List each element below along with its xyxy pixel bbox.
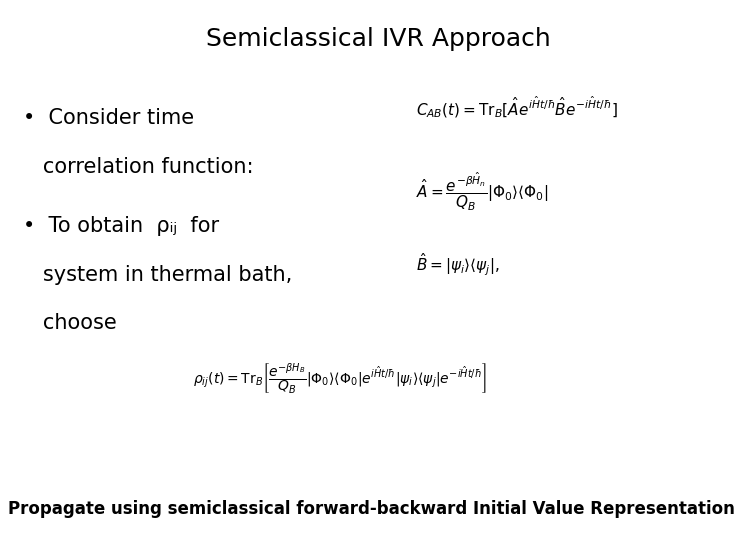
Text: $C_{AB}(t) = \mathrm{Tr}_B[\hat{A}e^{i\hat{H}t/\hbar}\hat{B}e^{-i\hat{H}t/\hbar}: $C_{AB}(t) = \mathrm{Tr}_B[\hat{A}e^{i\h… xyxy=(416,94,618,120)
Text: correlation function:: correlation function: xyxy=(23,157,253,177)
Text: $\hat{A} = \dfrac{e^{-\beta\hat{H}_n}}{Q_B}|\Phi_0\rangle\langle\Phi_0|$: $\hat{A} = \dfrac{e^{-\beta\hat{H}_n}}{Q… xyxy=(416,170,548,213)
Text: Semiclassical IVR Approach: Semiclassical IVR Approach xyxy=(206,27,550,51)
Text: $\rho_{ij}(t) = \mathrm{Tr}_B\left[\dfrac{e^{-\beta H_B}}{Q_B}|\Phi_0\rangle\lan: $\rho_{ij}(t) = \mathrm{Tr}_B\left[\dfra… xyxy=(194,362,487,396)
Text: Propagate using semiclassical forward-backward Initial Value Representation: Propagate using semiclassical forward-ba… xyxy=(8,501,734,518)
Text: choose: choose xyxy=(23,313,116,333)
Text: $\hat{B} = |\psi_i\rangle\langle\psi_j|,$: $\hat{B} = |\psi_i\rangle\langle\psi_j|,… xyxy=(416,251,500,278)
Text: •  To obtain  ρᵢⱼ  for: • To obtain ρᵢⱼ for xyxy=(23,216,218,236)
Text: •  Consider time: • Consider time xyxy=(23,108,194,128)
Text: system in thermal bath,: system in thermal bath, xyxy=(23,265,292,285)
